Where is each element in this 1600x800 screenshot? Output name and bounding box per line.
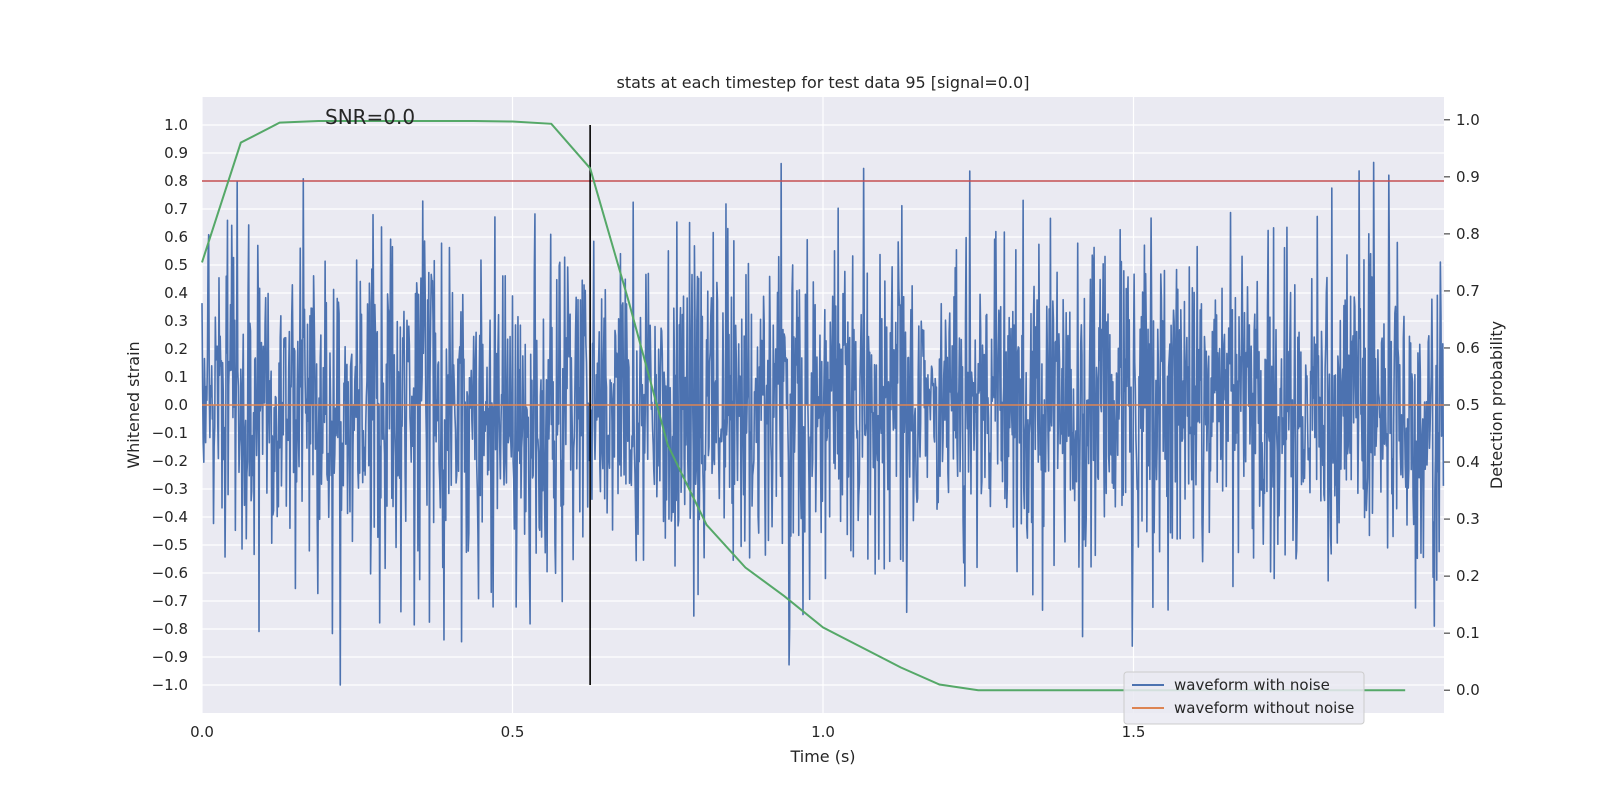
legend-label-noise: waveform with noise [1174,676,1330,694]
y-tick-label: 0.4 [164,284,188,302]
legend: waveform with noise waveform without noi… [1123,671,1365,725]
legend-label-clean: waveform without noise [1174,699,1354,717]
snr-annotation: SNR=0.0 [325,105,415,129]
y-tick-label: −0.1 [152,424,188,442]
y2-tick-label: 0.4 [1456,453,1480,471]
y2-tick-label: 0.8 [1456,225,1480,243]
y-tick-label: −0.3 [152,480,188,498]
y-tick-label: 0.6 [164,228,188,246]
legend-box [1123,671,1365,725]
y-tick-label: −0.8 [152,620,188,638]
y-tick-label: 0.8 [164,172,188,190]
y-tick-label: 0.3 [164,312,188,330]
x-tick-label: 0.5 [501,723,525,741]
y2-tick-label: 0.6 [1456,339,1480,357]
y2-tick-label: 0.7 [1456,282,1480,300]
noise-layer [201,161,1445,686]
y2-axis-label: Detection probability [1487,321,1506,489]
y-tick-label: −0.5 [152,536,188,554]
chart-title: stats at each timestep for test data 95 … [617,73,1030,92]
x-tick-label: 0.0 [190,723,214,741]
y2-tick-label: 0.9 [1456,168,1480,186]
y-tick-label: −0.9 [152,648,188,666]
x-tick-label: 1.5 [1122,723,1146,741]
y-tick-label: 0.9 [164,144,188,162]
y2-tick-label: 1.0 [1456,111,1480,129]
y2-tick-label: 0.0 [1456,681,1480,699]
y-tick-label: 0.2 [164,340,188,358]
x-axis-label: Time (s) [789,747,855,766]
y2-tick-label: 0.2 [1456,567,1480,585]
y-tick-label: 0.0 [164,396,188,414]
y-axis-label: Whitened strain [124,341,143,468]
y-tick-label: −0.4 [152,508,188,526]
y2-tick-label: 0.5 [1456,396,1480,414]
y-tick-label: 1.0 [164,116,188,134]
y2-tick-label: 0.3 [1456,510,1480,528]
y-tick-label: 0.5 [164,256,188,274]
x-tick-label: 1.0 [811,723,835,741]
y-tick-label: −1.0 [152,676,188,694]
y2-tick-label: 0.1 [1456,624,1480,642]
ticks-layer: 0.0 0.5 1.0 1.5 1.0 0.9 0.8 0.7 0.6 0.5 0.4 0.3 0.2 0… [152,111,1480,741]
y-tick-label: 0.1 [164,368,188,386]
y-tick-label: −0.6 [152,564,188,582]
y-tick-label: −0.7 [152,592,188,610]
y-tick-label: 0.7 [164,200,188,218]
series-waveform-with-noise [201,161,1445,686]
y-tick-label: −0.2 [152,452,188,470]
